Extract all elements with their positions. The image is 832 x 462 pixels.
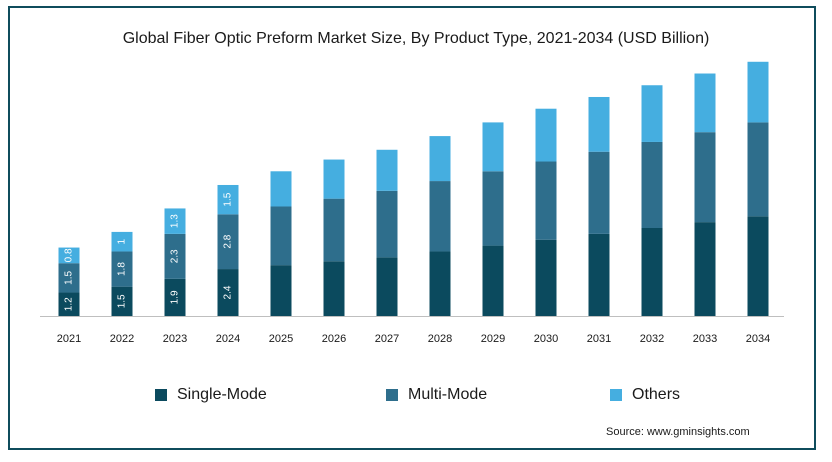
bar-single-mode-2034 <box>747 216 769 316</box>
bar-single-mode-2031 <box>588 233 610 316</box>
x-tick-label-2033: 2033 <box>693 333 717 345</box>
bar-others-2022 <box>111 231 133 252</box>
bar-others-2027 <box>376 149 398 191</box>
bar-others-2026 <box>323 159 345 199</box>
bar-others-2034 <box>747 61 769 123</box>
bar-single-mode-2032 <box>641 228 663 316</box>
x-tick-label-2022: 2022 <box>110 333 134 345</box>
bar-single-mode-2023 <box>164 278 186 316</box>
data-label-multi-mode-2024: 2.8 <box>223 234 234 248</box>
bar-multi-mode-2031 <box>588 151 610 234</box>
bar-others-2031 <box>588 96 610 152</box>
bar-others-2021 <box>58 247 80 264</box>
x-tick-label-2032: 2032 <box>640 333 664 345</box>
legend-label-single-mode: Single-Mode <box>177 386 267 403</box>
x-tick-label-2024: 2024 <box>216 333 240 345</box>
bar-single-mode-2028 <box>429 251 451 316</box>
legend-swatch-multi-mode <box>386 389 398 401</box>
bar-single-mode-2021 <box>58 292 80 316</box>
data-label-others-2023: 1.3 <box>170 214 181 228</box>
data-label-others-2024: 1.5 <box>223 192 234 206</box>
bar-multi-mode-2033 <box>694 132 716 223</box>
source-note: Source: www.gminsights.com <box>606 426 750 438</box>
data-label-single-mode-2024: 2.4 <box>223 285 234 299</box>
data-label-single-mode-2021: 1.2 <box>64 297 75 311</box>
legend-item-single-mode: Single-Mode <box>155 386 267 404</box>
data-label-others-2021: 0.8 <box>64 248 75 262</box>
bar-single-mode-2025 <box>270 265 292 316</box>
x-tick-label-2029: 2029 <box>481 333 505 345</box>
legend-item-others: Others <box>610 386 680 404</box>
bar-multi-mode-2025 <box>270 206 292 266</box>
x-tick-label-2030: 2030 <box>534 333 558 345</box>
data-label-multi-mode-2021: 1.5 <box>64 270 75 284</box>
bar-single-mode-2030 <box>535 239 557 316</box>
legend-swatch-single-mode <box>155 389 167 401</box>
legend-swatch-others <box>610 389 622 401</box>
bar-single-mode-2027 <box>376 257 398 316</box>
x-tick-label-2034: 2034 <box>746 333 770 345</box>
bar-multi-mode-2024 <box>217 214 239 270</box>
bar-multi-mode-2032 <box>641 141 663 228</box>
bar-single-mode-2033 <box>694 222 716 316</box>
bar-others-2028 <box>429 136 451 182</box>
bar-single-mode-2022 <box>111 286 133 316</box>
x-tick-label-2027: 2027 <box>375 333 399 345</box>
bar-multi-mode-2023 <box>164 233 186 279</box>
bar-multi-mode-2030 <box>535 161 557 240</box>
data-label-multi-mode-2022: 1.8 <box>117 262 128 276</box>
bar-others-2030 <box>535 108 557 162</box>
bar-multi-mode-2028 <box>429 181 451 252</box>
chart-frame <box>8 6 816 450</box>
bar-others-2033 <box>694 73 716 133</box>
x-tick-label-2026: 2026 <box>322 333 346 345</box>
bar-multi-mode-2029 <box>482 171 504 246</box>
bar-multi-mode-2034 <box>747 122 769 217</box>
legend-label-others: Others <box>632 386 681 403</box>
bar-others-2029 <box>482 122 504 172</box>
x-tick-label-2028: 2028 <box>428 333 452 345</box>
data-label-multi-mode-2023: 2.3 <box>170 249 181 263</box>
x-tick-label-2025: 2025 <box>269 333 293 345</box>
data-label-others-2022: 1 <box>117 238 128 244</box>
data-label-single-mode-2022: 1.5 <box>117 294 128 308</box>
bar-others-2023 <box>164 208 186 234</box>
bar-multi-mode-2026 <box>323 198 345 262</box>
x-tick-label-2031: 2031 <box>587 333 611 345</box>
x-tick-label-2023: 2023 <box>163 333 187 345</box>
bar-others-2025 <box>270 171 292 207</box>
bar-multi-mode-2022 <box>111 251 133 287</box>
bar-others-2032 <box>641 85 663 142</box>
bar-single-mode-2026 <box>323 261 345 316</box>
chart-title: Global Fiber Optic Preform Market Size, … <box>122 30 710 47</box>
bar-others-2024 <box>217 184 239 215</box>
legend-label-multi-mode: Multi-Mode <box>408 386 488 403</box>
x-tick-label-2021: 2021 <box>57 333 81 345</box>
bar-single-mode-2024 <box>217 269 239 316</box>
bar-multi-mode-2021 <box>58 263 80 293</box>
bar-multi-mode-2027 <box>376 190 398 258</box>
bar-single-mode-2029 <box>482 245 504 316</box>
legend-item-multi-mode: Multi-Mode <box>386 386 487 404</box>
data-label-single-mode-2023: 1.9 <box>170 290 181 304</box>
